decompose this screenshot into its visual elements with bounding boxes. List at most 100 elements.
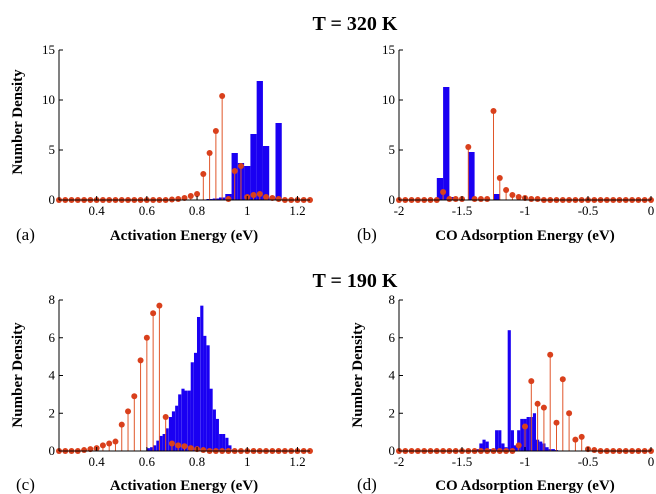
stem-marker xyxy=(81,447,88,454)
histogram-bar xyxy=(184,390,188,451)
stem-marker xyxy=(515,194,522,200)
y-tick-label: 5 xyxy=(49,142,56,157)
stem-marker xyxy=(175,196,182,202)
stem-marker xyxy=(490,108,497,114)
chart-panel-c: 0 2 4 6 8 0.4 0.6 0.8 1 1.2 Number Density Activa… xyxy=(10,292,313,494)
panel-label: (a) xyxy=(16,225,35,244)
x-tick-label: 0.6 xyxy=(139,203,156,218)
stem-marker xyxy=(206,150,213,156)
y-tick-label: 15 xyxy=(42,42,55,57)
y-tick-label: 6 xyxy=(49,330,56,345)
histogram-bar xyxy=(551,449,555,451)
x-tick-label: 0.8 xyxy=(189,203,205,218)
stem-marker xyxy=(522,423,528,430)
stem-marker xyxy=(534,196,541,202)
stem-marker xyxy=(219,93,226,99)
stem-marker xyxy=(131,393,138,400)
stem-marker xyxy=(534,400,541,407)
panel-label: (b) xyxy=(357,225,377,244)
histogram-bar xyxy=(488,449,492,451)
stem-marker xyxy=(187,193,194,199)
y-tick-label: 0 xyxy=(49,192,56,207)
stem-marker xyxy=(566,410,573,417)
y-tick-label: 0 xyxy=(49,443,56,458)
stem-marker xyxy=(465,144,472,150)
x-tick-label: -2 xyxy=(394,454,405,469)
stem-marker xyxy=(231,168,238,174)
stem-marker xyxy=(484,196,491,202)
y-tick-label: 10 xyxy=(42,92,55,107)
stem-marker xyxy=(591,447,598,454)
histogram-bar xyxy=(262,146,270,200)
title-bottom: T = 190 K xyxy=(313,270,398,292)
y-tick-label: 0 xyxy=(389,443,396,458)
x-axis-label: CO Adsorption Energy (eV) xyxy=(435,228,615,244)
stem-marker xyxy=(194,191,201,197)
stem-marker xyxy=(477,196,484,202)
histogram-bar xyxy=(526,417,530,451)
histogram-bar xyxy=(178,394,182,452)
x-tick-label: 0.6 xyxy=(139,454,156,469)
x-tick-label: 1 xyxy=(244,454,251,469)
plot-layer: 0 2 4 6 8 -2 -1.5 -1 -0.5 0 xyxy=(389,292,655,469)
x-axis-label: Activation Energy (eV) xyxy=(110,228,258,244)
stem-marker xyxy=(143,334,150,341)
stem-marker xyxy=(509,192,516,198)
stem-marker xyxy=(181,443,188,450)
stem-marker xyxy=(578,433,585,440)
histogram-bar xyxy=(175,405,179,451)
histogram-bar xyxy=(244,166,251,200)
histogram-bar xyxy=(171,411,176,451)
y-tick-label: 8 xyxy=(49,292,56,307)
histogram-bar xyxy=(513,445,518,451)
histogram-bar xyxy=(222,434,226,451)
stem-marker xyxy=(250,192,257,198)
histogram-bar xyxy=(449,197,456,200)
stem-marker xyxy=(515,442,522,449)
x-tick-label: 0.4 xyxy=(89,454,106,469)
histogram-bar xyxy=(159,435,163,451)
stem-marker xyxy=(540,404,547,411)
histogram-bar xyxy=(517,430,521,451)
x-tick-label: 0.8 xyxy=(189,454,205,469)
stem-marker xyxy=(496,175,503,181)
histogram-bar xyxy=(545,447,549,451)
histogram-bar xyxy=(150,447,154,451)
histogram-bar xyxy=(495,430,499,451)
stem-marker xyxy=(275,196,282,202)
stem-marker xyxy=(200,171,207,177)
stem-marker xyxy=(263,194,270,200)
histogram-bar xyxy=(165,428,169,451)
histogram-bar xyxy=(250,134,257,200)
histogram-bar xyxy=(215,418,219,451)
chart-panel-b: 0 5 10 15 -2 -1.5 -1 -0.5 0 CO Adsorption Energy… xyxy=(357,42,654,244)
y-tick-label: 8 xyxy=(389,292,396,307)
histogram-bar xyxy=(436,178,444,200)
stem-marker xyxy=(150,310,157,317)
x-tick-label: 1 xyxy=(244,203,251,218)
y-axis-label: Number Density xyxy=(10,69,26,175)
x-tick-label: -1 xyxy=(520,203,531,218)
stem-marker xyxy=(471,196,478,202)
y-tick-label: 2 xyxy=(49,405,56,420)
y-tick-label: 4 xyxy=(49,368,56,383)
histogram-bar xyxy=(181,388,185,451)
histogram-bar xyxy=(206,345,210,451)
stem-marker xyxy=(162,414,169,421)
x-tick-label: -2 xyxy=(394,203,405,218)
stem-marker xyxy=(112,438,119,445)
y-tick-label: 15 xyxy=(382,42,395,57)
histogram-bar xyxy=(275,123,282,200)
stem-marker xyxy=(225,196,232,202)
histogram-bar xyxy=(146,448,150,451)
x-tick-label: 0.4 xyxy=(89,203,106,218)
histogram-bar xyxy=(443,87,450,200)
stem-marker xyxy=(446,196,453,202)
histogram-bar xyxy=(539,441,543,451)
histogram-bar xyxy=(510,430,514,451)
stem-marker xyxy=(503,187,510,193)
x-tick-label: -1.5 xyxy=(452,203,473,218)
histogram-bar xyxy=(193,352,198,451)
stem-marker xyxy=(547,351,554,358)
